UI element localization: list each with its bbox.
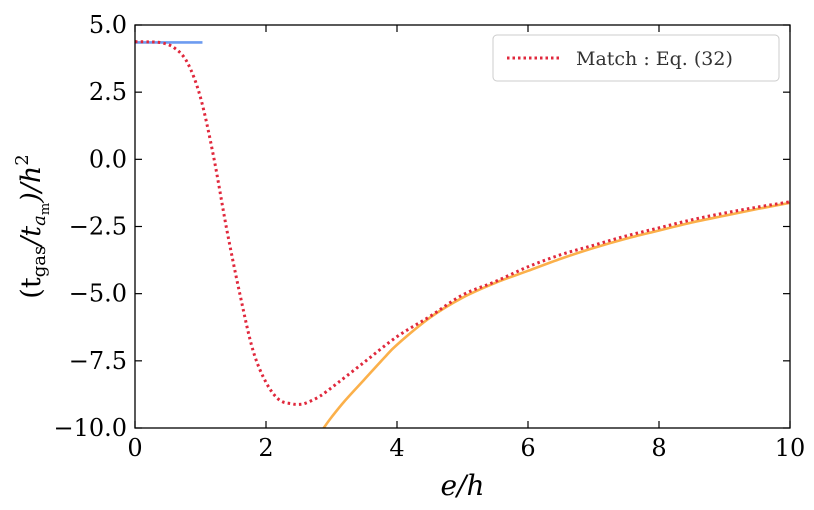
series-line-orange: [322, 201, 790, 428]
y-label-close: )/h: [16, 166, 47, 204]
y-label-sub-gas: gas: [29, 246, 50, 278]
y-label-mid: /t: [16, 226, 47, 249]
x-tick-label: 4: [389, 434, 404, 462]
x-axis-label: e/h: [440, 469, 484, 502]
y-label-sub-a: a: [29, 215, 50, 226]
ticks-layer: 0 2 4 6 8 10 5.0 2.5 0.0 −2.5 −5.0 −7.5 −10.0: [53, 11, 805, 462]
y-tick-label: 5.0: [89, 11, 127, 39]
plot-frame: [134, 24, 791, 429]
y-tick-label: 0.0: [89, 145, 127, 173]
legend-label-match: Match : Eq. (32): [576, 48, 733, 70]
x-tick-label: 2: [258, 434, 273, 462]
y-axis-label: (tgas/tam)/h2: [12, 154, 53, 298]
series-line-match: [135, 40, 790, 406]
x-tick-label: 6: [520, 434, 535, 462]
y-tick-label: −7.5: [69, 347, 127, 375]
y-tick-label: 2.5: [89, 78, 127, 106]
y-label-sub-m: m: [38, 203, 53, 215]
y-tick-label: −2.5: [69, 213, 127, 241]
x-tick-label: 8: [651, 434, 666, 462]
x-tick-label: 10: [775, 434, 806, 462]
y-label-open: (t: [16, 277, 47, 299]
x-tick-label: 0: [127, 434, 142, 462]
legend-box: [492, 34, 780, 82]
y-label-sup: 2: [12, 154, 33, 165]
y-tick-label: −5.0: [69, 280, 127, 308]
series-layer: [135, 40, 790, 428]
y-tick-label: −10.0: [53, 414, 127, 442]
legend: Match : Eq. (32): [492, 34, 780, 82]
